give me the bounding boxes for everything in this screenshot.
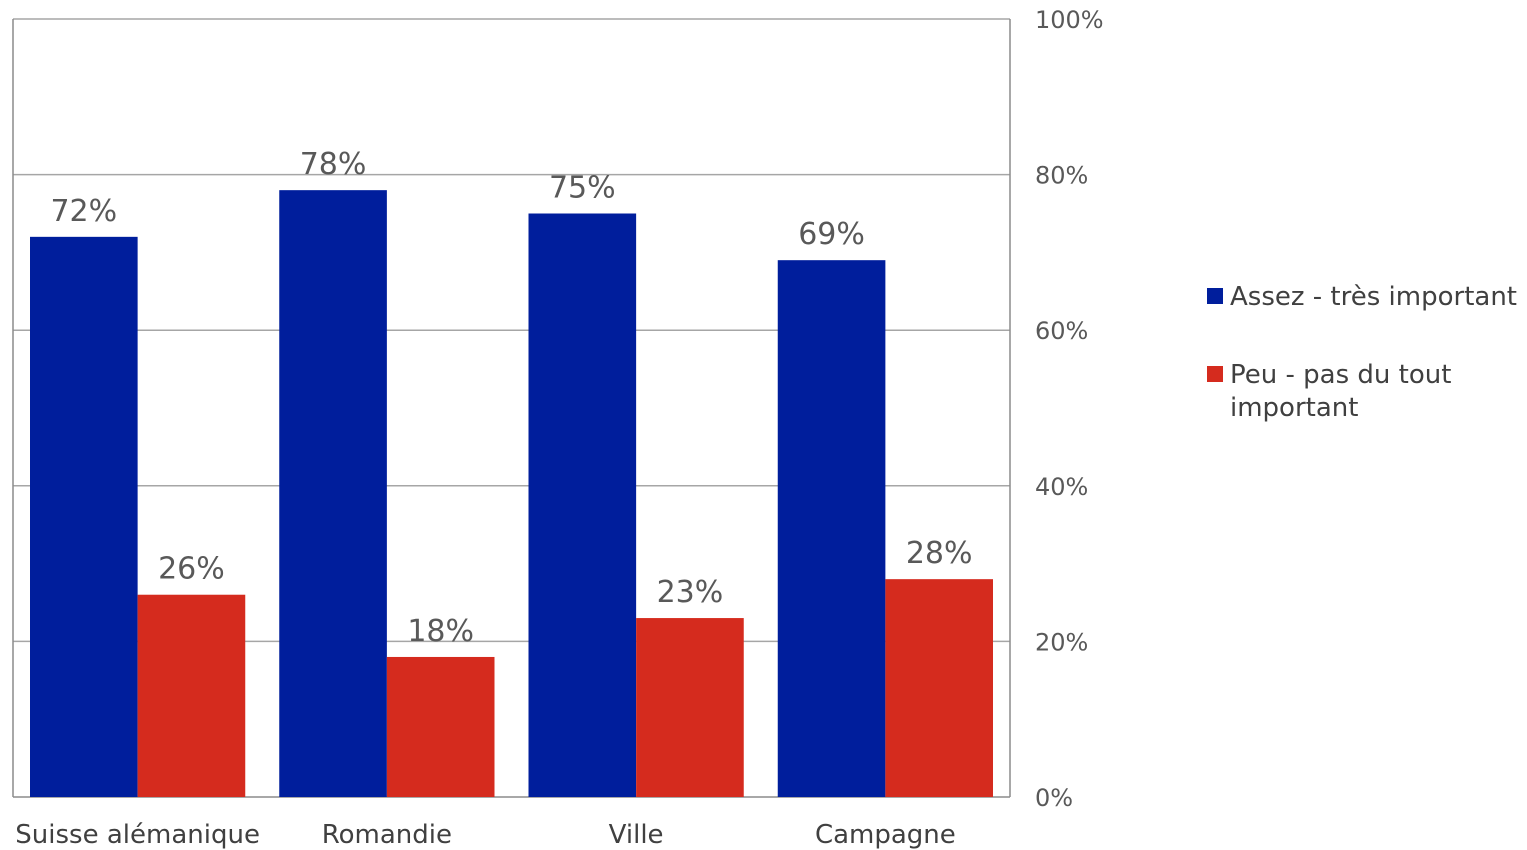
y-tick-label: 100% — [1035, 6, 1104, 34]
legend-swatch — [1207, 366, 1223, 382]
legend-label: Assez - très important — [1230, 282, 1517, 312]
x-category-label: Romandie — [322, 820, 452, 850]
data-label: 75% — [549, 171, 616, 206]
y-tick-label: 20% — [1035, 628, 1088, 656]
data-label: 28% — [906, 536, 973, 571]
bar — [279, 190, 387, 797]
x-category-label: Campagne — [815, 820, 956, 850]
bar — [137, 594, 246, 797]
bar — [636, 618, 744, 797]
bar — [386, 656, 495, 797]
legend-label: Peu - pas du tout — [1230, 360, 1451, 390]
y-tick-label: 0% — [1035, 784, 1073, 812]
data-labels: 72% 26% 78% 18% 75% 23% 69% 28% — [50, 147, 972, 649]
x-axis-categories: Suisse alémanique Romandie Ville Campagne — [15, 820, 956, 850]
y-axis-ticks: 0% 20% 40% 60% 80% 100% — [1035, 6, 1104, 812]
bar — [528, 213, 637, 797]
legend-label: important — [1230, 393, 1358, 423]
legend-swatch — [1207, 288, 1223, 304]
bar — [885, 579, 993, 797]
bar — [30, 236, 138, 798]
y-tick-label: 60% — [1035, 317, 1088, 345]
data-label: 23% — [657, 575, 724, 610]
x-category-label: Suisse alémanique — [15, 820, 260, 850]
legend: Assez - très important Peu - pas du touti… — [1207, 282, 1517, 423]
data-label: 78% — [300, 147, 367, 182]
data-label: 26% — [158, 552, 225, 587]
y-tick-label: 40% — [1035, 473, 1088, 501]
gridlines — [12, 18, 1011, 798]
y-tick-label: 80% — [1035, 162, 1088, 190]
data-label: 18% — [407, 614, 474, 649]
bar — [777, 260, 886, 797]
x-category-label: Ville — [609, 820, 664, 850]
data-label: 69% — [798, 217, 865, 252]
bars — [30, 190, 993, 798]
data-label: 72% — [50, 194, 117, 229]
